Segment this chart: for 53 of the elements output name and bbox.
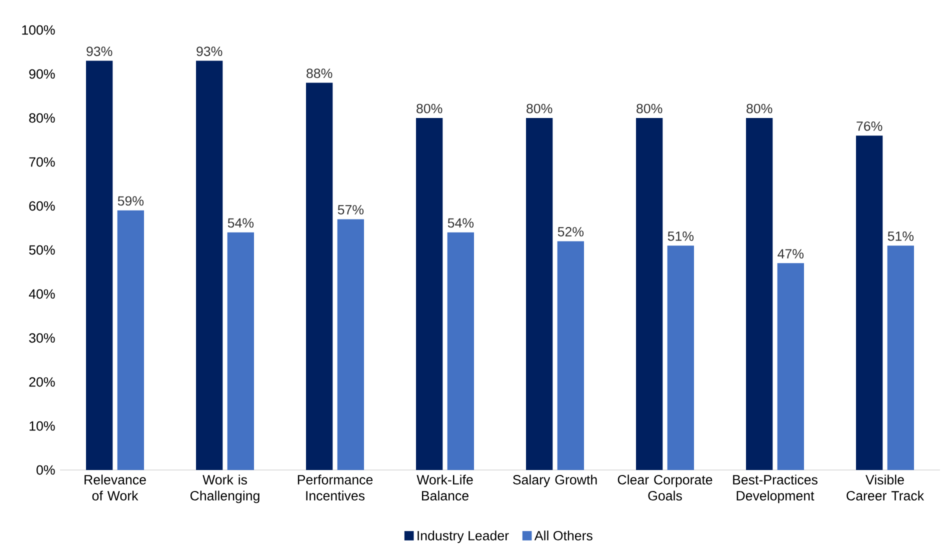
bar xyxy=(777,263,804,470)
bar xyxy=(416,118,443,470)
y-tick-label: 50% xyxy=(29,245,55,255)
y-tick-label: 40% xyxy=(28,289,55,299)
x-tick-label: Work-Life Balance xyxy=(416,474,473,500)
bar xyxy=(526,118,553,470)
bar xyxy=(746,118,773,470)
bar xyxy=(86,60,113,470)
legend-label: All Others xyxy=(534,530,592,540)
y-tick-label: 70% xyxy=(29,157,55,167)
x-tick-label: Performance Incentives xyxy=(298,474,373,500)
bar xyxy=(117,210,144,470)
data-label: 57% xyxy=(338,205,364,214)
bar xyxy=(667,246,694,470)
data-label: 59% xyxy=(118,196,144,206)
y-tick-label: 100% xyxy=(22,25,55,35)
bar xyxy=(856,136,883,470)
data-label: 93% xyxy=(86,46,112,56)
data-label: 88% xyxy=(306,68,332,78)
data-label: 54% xyxy=(448,218,474,228)
data-label: 54% xyxy=(228,218,254,228)
bar xyxy=(196,60,223,470)
bar xyxy=(227,232,254,470)
y-tick-label: 20% xyxy=(29,377,55,387)
y-tick-label: 30% xyxy=(29,333,55,343)
data-label: 51% xyxy=(888,231,914,241)
data-label: 80% xyxy=(636,104,662,114)
x-tick-label: Work is Challenging xyxy=(190,474,260,504)
y-tick-label: 10% xyxy=(30,421,55,431)
data-label: 80% xyxy=(746,104,772,114)
y-tick-label: 80% xyxy=(29,113,55,123)
bar xyxy=(337,219,364,470)
data-label: 47% xyxy=(778,249,804,258)
x-tick-label: Visible Career Track xyxy=(846,474,924,500)
x-tick-label: Salary Growth xyxy=(513,474,597,488)
data-label: 52% xyxy=(558,227,584,236)
x-tick-label: Relevance of Work xyxy=(84,474,146,500)
data-label: 51% xyxy=(668,231,694,241)
data-label: 80% xyxy=(526,104,552,114)
x-tick-label: Clear Corporate Goals xyxy=(618,474,712,500)
y-tick-label: 0% xyxy=(36,465,55,475)
data-label: 80% xyxy=(416,104,442,114)
bar xyxy=(636,118,663,470)
bar xyxy=(447,232,474,470)
y-tick-label: 60% xyxy=(29,201,55,211)
data-label: 93% xyxy=(196,46,222,56)
bar xyxy=(557,241,584,470)
y-tick-label: 90% xyxy=(29,69,55,79)
data-label: 76% xyxy=(856,121,882,131)
bar xyxy=(887,246,914,470)
legend-label: Industry Leader xyxy=(418,530,509,544)
bar xyxy=(306,82,333,470)
x-tick-label: Best-Practices Development xyxy=(733,474,818,504)
